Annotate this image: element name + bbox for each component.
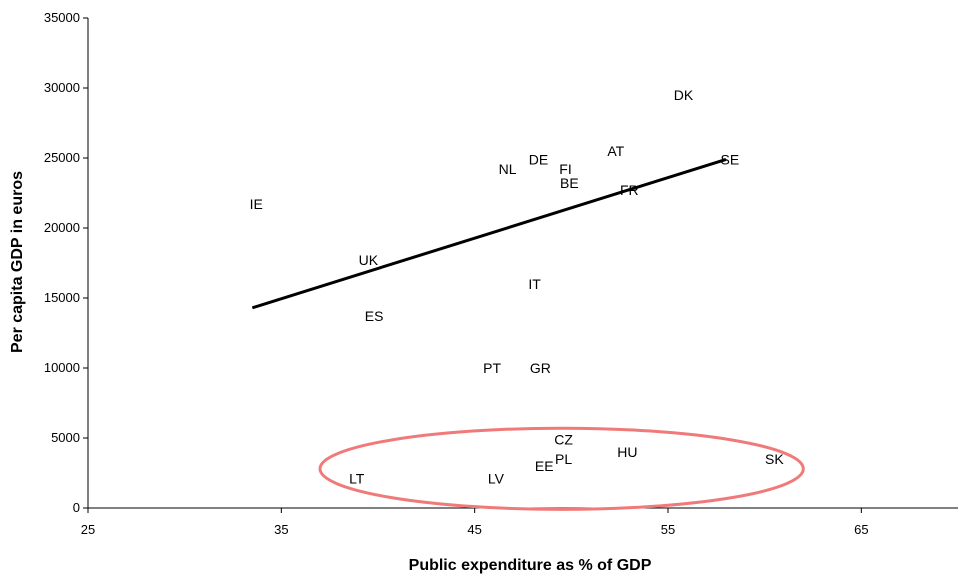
y-tick-label: 5000 [51,430,80,445]
data-point-label: NL [499,161,517,177]
x-axis-title: Public expenditure as % of GDP [409,557,652,574]
x-tick-label: 65 [854,522,868,537]
data-point-label: FI [559,161,571,177]
data-point-label: UK [359,252,379,268]
x-tick-label: 45 [467,522,481,537]
x-tick-label: 55 [661,522,675,537]
y-tick-label: 0 [73,500,80,515]
data-point-label: BE [560,175,579,191]
axes: 0 5000 10000 15000 20000 25000 30000 35000 25 35 4… [44,10,958,537]
highlight-ellipse [318,426,805,511]
data-point-label: DE [529,151,548,167]
x-tick-label: 25 [81,522,95,537]
data-point-label: SE [721,151,740,167]
y-tick-label: 10000 [44,360,80,375]
data-point-label: AT [607,143,624,159]
data-point-label: SK [765,451,784,467]
x-tick-label: 35 [274,522,288,537]
data-point-label: IE [250,196,263,212]
data-point-label: EE [535,458,554,474]
data-point-label: LV [488,471,505,487]
data-point-label: IT [528,276,541,292]
y-tick-label: 25000 [44,150,80,165]
y-tick-label: 30000 [44,80,80,95]
data-point-label: CZ [554,431,573,447]
trendline [251,157,727,310]
data-point-label: PT [483,360,501,376]
trendline-group [251,157,727,310]
y-tick-label: 35000 [44,10,80,25]
y-tick-label: 15000 [44,290,80,305]
data-point-label: DK [674,87,694,103]
data-point-label: PL [555,451,572,467]
data-point-label: ES [365,308,384,324]
y-axis-title: Per capita GDP in euros [9,171,26,353]
highlight-group [318,426,805,511]
data-point-label: HU [617,444,637,460]
data-point-label: LT [349,471,365,487]
y-tick-label: 20000 [44,220,80,235]
data-point-label: FR [620,182,639,198]
data-point-label: GR [530,360,551,376]
